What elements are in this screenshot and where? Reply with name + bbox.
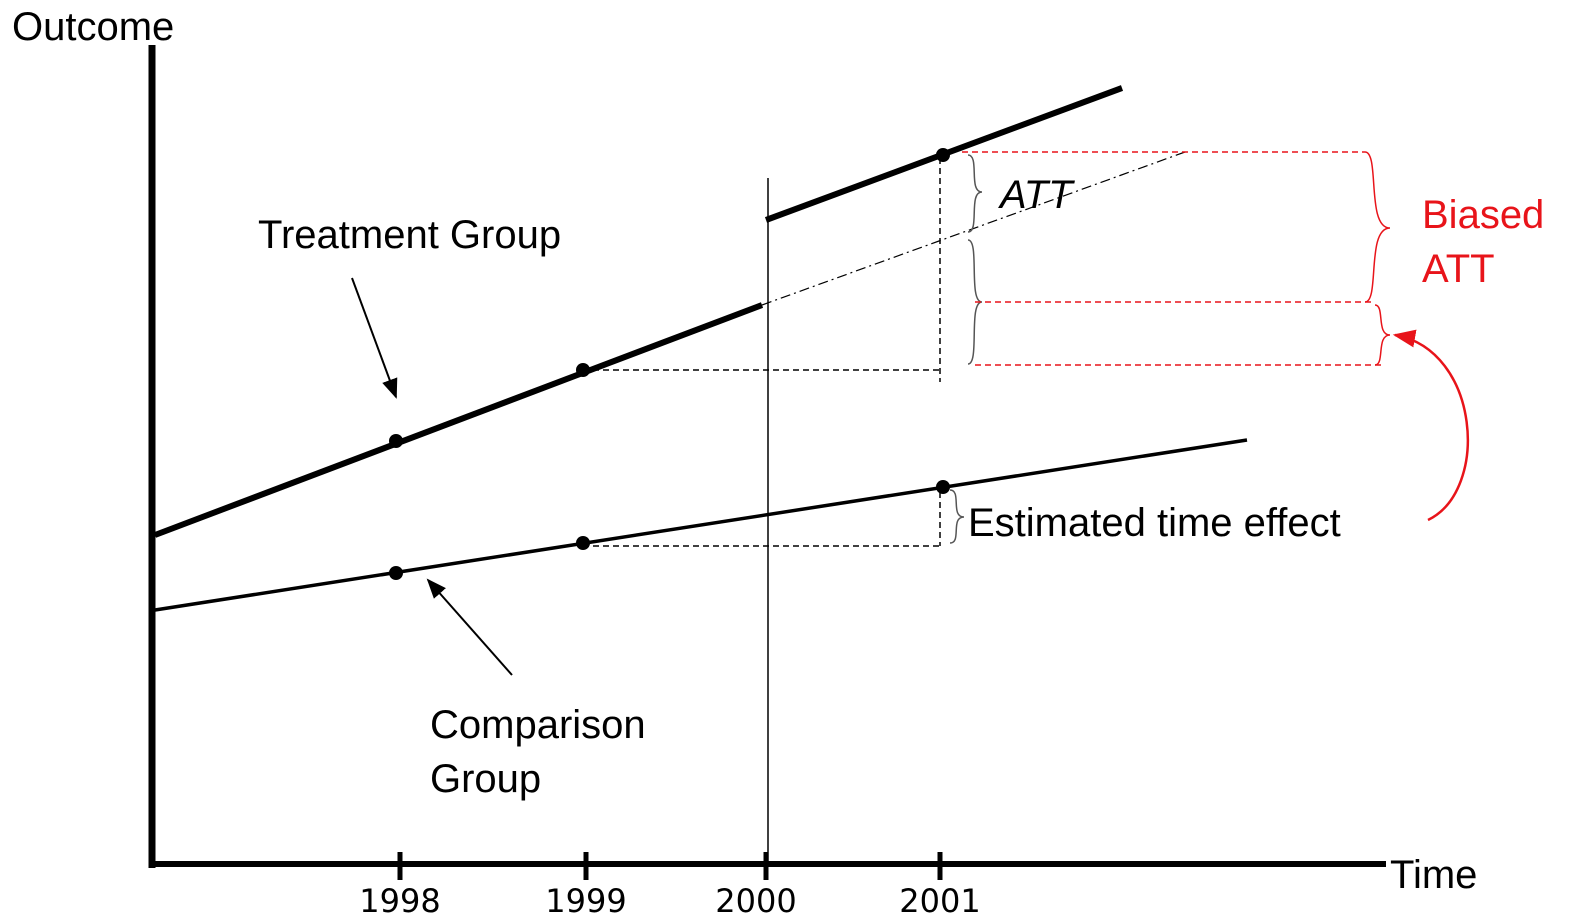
counterfactual-line — [761, 151, 1186, 306]
tick-label: 1999 — [545, 882, 626, 920]
ticks — [397, 852, 943, 880]
treatment-line — [153, 302, 764, 538]
x-axis-label: Time — [1390, 853, 1477, 897]
red-guides — [962, 151, 1469, 522]
tick-label: 1998 — [359, 882, 440, 920]
y-axis-label: Outcome — [12, 5, 174, 49]
braces — [949, 154, 983, 544]
biased-att-label: ATT — [1422, 247, 1495, 291]
guides — [583, 158, 941, 547]
tick-label: 2000 — [715, 882, 796, 920]
comparison-label: Comparison — [430, 703, 646, 747]
arrow — [426, 578, 513, 676]
treatment-label: Treatment Group — [258, 213, 561, 257]
comparison-label: Group — [430, 757, 541, 801]
att-label: ATT — [998, 173, 1075, 217]
tick-label: 2001 — [899, 882, 980, 920]
arrow — [351, 277, 398, 399]
comparison-line — [154, 438, 1248, 612]
time-effect-label: Estimated time effect — [968, 501, 1341, 545]
biased-att-label: Biased — [1422, 193, 1544, 237]
